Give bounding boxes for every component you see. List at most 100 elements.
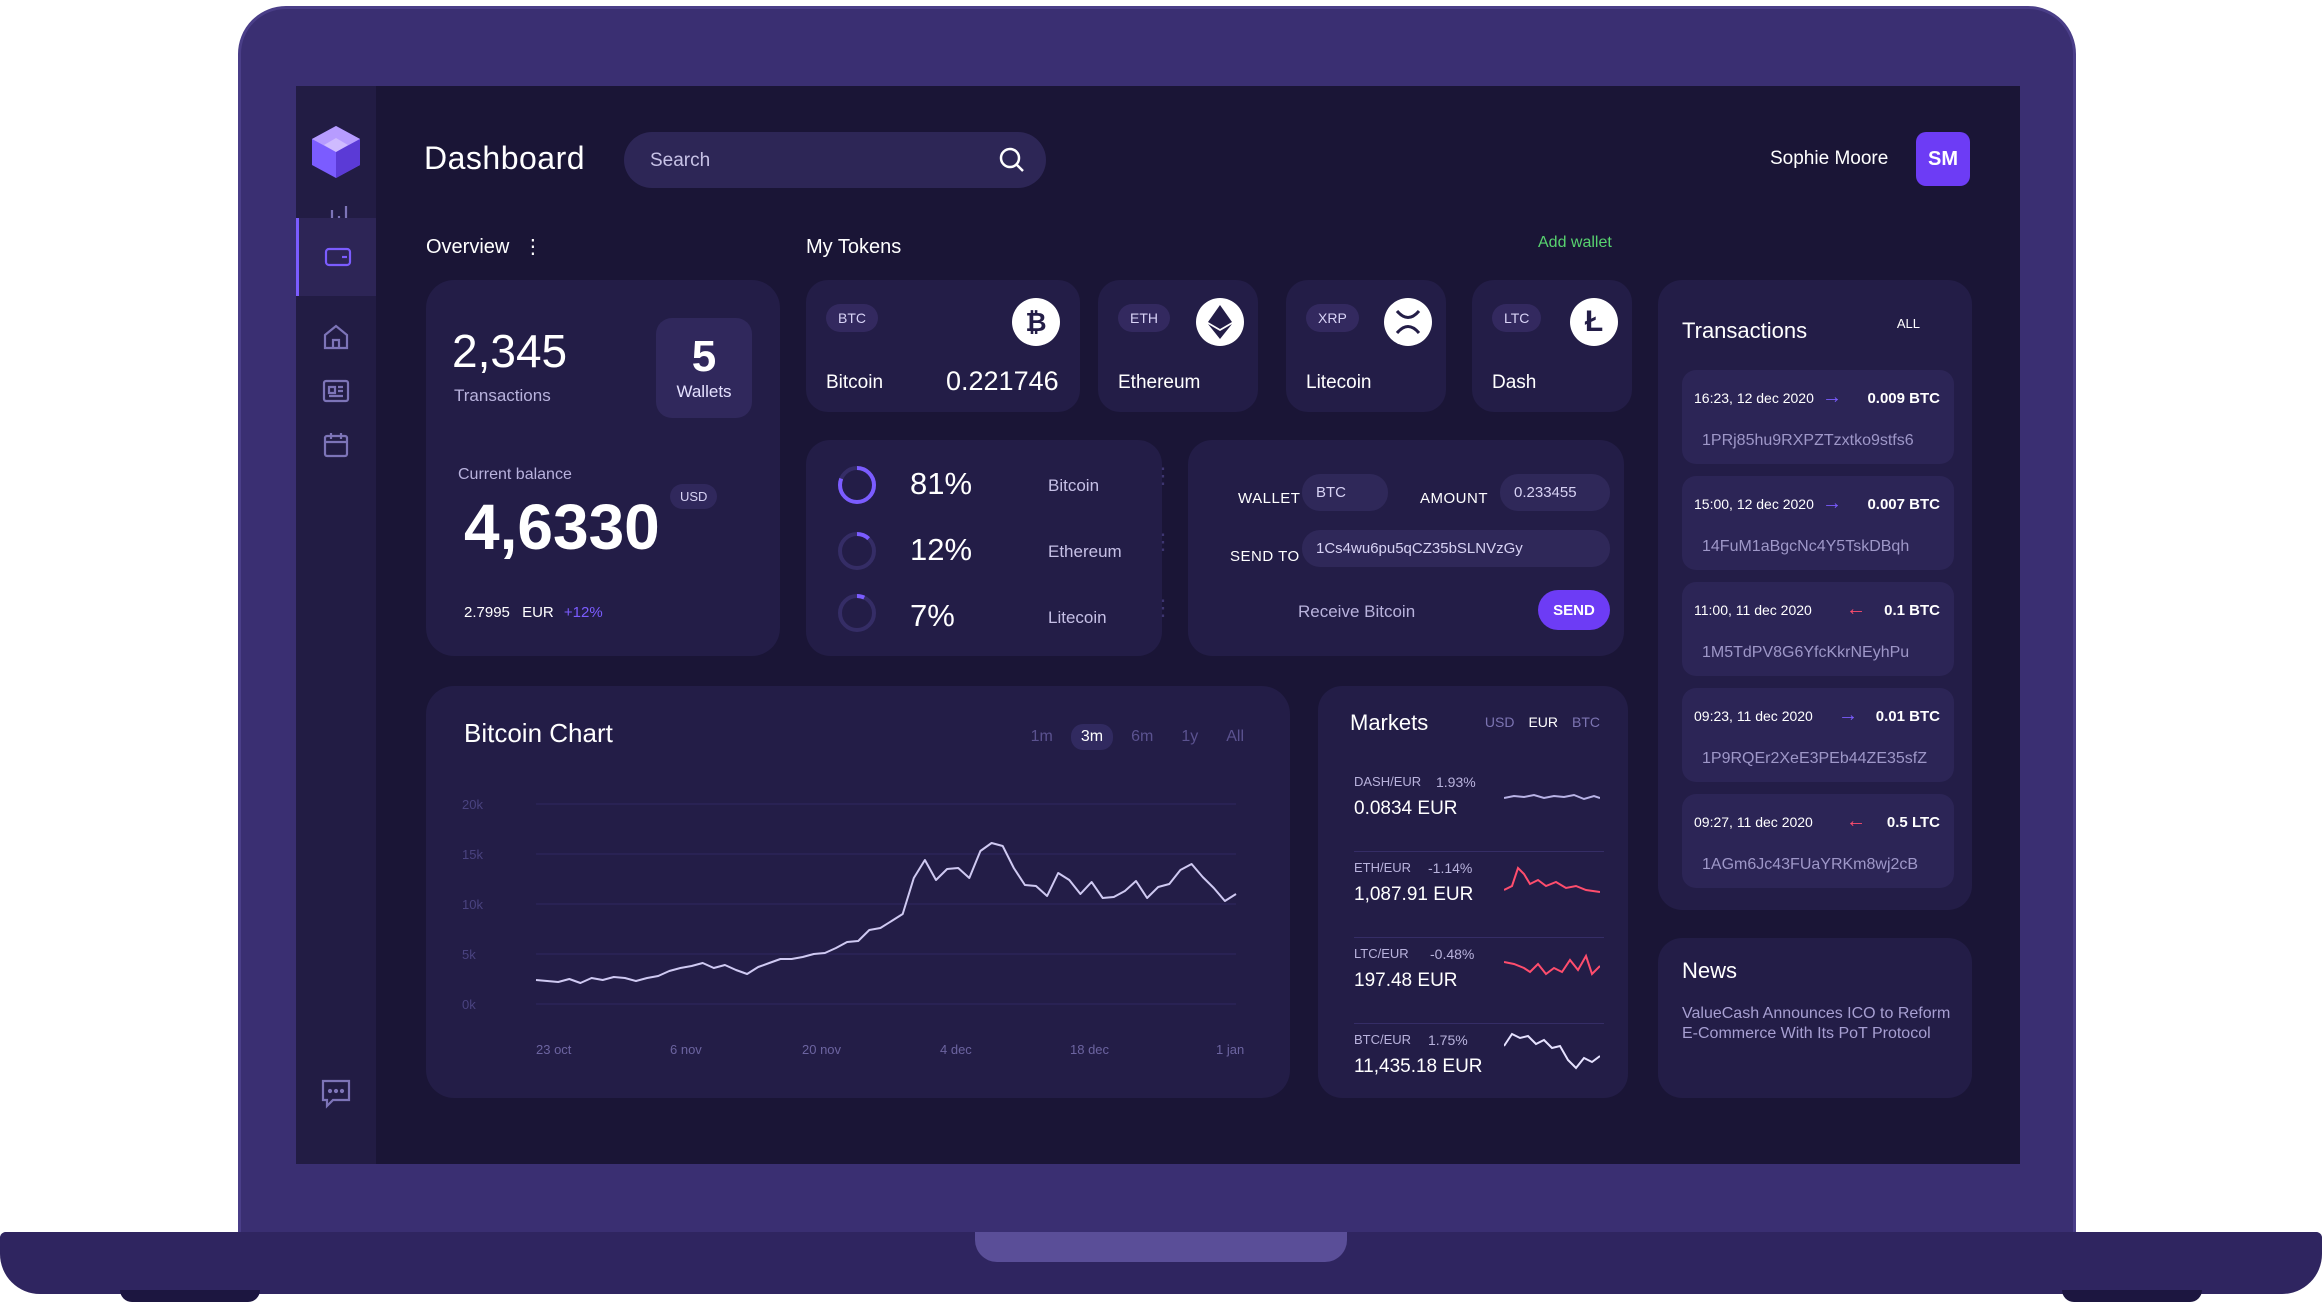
price-chart[interactable]: 20k 15k 10k 5k 0k 23 oct 6 nov 20 nov 4 dec 18 de…	[426, 686, 1290, 1098]
allocation-row[interactable]: 81% Bitcoin ⋮	[836, 460, 1174, 510]
market-row[interactable]: DASH/EUR 1.93% 0.0834 EUR	[1354, 766, 1604, 852]
amount-field[interactable]: 0.233455	[1500, 474, 1610, 511]
bitcoin-chart-card: Bitcoin Chart 1m 3m 6m 1y All 20k 15k 10k 5…	[426, 686, 1290, 1098]
market-price: 197.48 EUR	[1354, 970, 1458, 991]
market-sparkline	[1504, 1032, 1600, 1070]
allocation-row[interactable]: 7% Litecoin ⋮	[836, 592, 1174, 642]
laptop-foot	[2062, 1290, 2202, 1302]
allocation-card: 81% Bitcoin ⋮ 12% Ethereum ⋮	[806, 440, 1174, 656]
allocation-row[interactable]: 12% Ethereum ⋮	[836, 526, 1174, 576]
nav-calendar[interactable]	[296, 406, 376, 484]
nav-home[interactable]	[296, 298, 376, 376]
token-name: Bitcoin	[826, 372, 884, 393]
y-tick-label: 0k	[462, 997, 476, 1012]
transaction-address: 1AGm6Jc43FUaYRKm8wj2cB	[1702, 856, 1919, 873]
market-price: 11,435.18 EUR	[1354, 1056, 1483, 1077]
allocation-name: Bitcoin	[1048, 476, 1100, 495]
x-tick-label: 23 oct	[536, 1042, 572, 1057]
x-tick-label: 20 nov	[802, 1042, 842, 1057]
token-tag: LTC	[1492, 304, 1542, 332]
news-headline[interactable]: ValueCash Announces ICO to Reform E-Comm…	[1682, 1005, 1951, 1042]
range-btn-3m[interactable]: 3m	[1070, 724, 1114, 750]
market-pair: DASH/EUR	[1354, 774, 1422, 789]
market-row[interactable]: LTC/EUR -0.48% 197.48 EUR	[1354, 938, 1604, 1024]
wallet-label: WALLET	[1238, 490, 1301, 507]
x-tick-label: 6 nov	[670, 1042, 702, 1057]
market-row[interactable]: ETH/EUR -1.14% 1,087.91 EUR	[1354, 852, 1604, 938]
currency-badge[interactable]: USD	[670, 484, 718, 509]
wallet-select[interactable]: BTC	[1302, 474, 1388, 511]
eur-balance: 2.7995 EUR +12%	[464, 604, 603, 621]
market-tab-eur[interactable]: EUR	[1528, 714, 1558, 730]
allocation-percent: 7%	[910, 598, 955, 633]
token-card-ltc[interactable]: LTC Ł Dash	[1472, 280, 1632, 412]
wallets-count: 5	[691, 332, 717, 381]
nav-chat[interactable]	[296, 1054, 376, 1132]
y-tick-label: 5k	[462, 947, 476, 962]
y-tick-label: 15k	[462, 847, 483, 862]
transaction-item[interactable]: 11:00, 11 dec 2020 ← 0.1 BTC 1M5TdPV8G6Y…	[1682, 582, 1954, 676]
receive-bitcoin-link[interactable]: Receive Bitcoin	[1298, 602, 1416, 621]
overview-card: 2,345 Transactions 5 Wallets Current bal…	[426, 280, 780, 656]
token-value: 0.221746	[946, 366, 1059, 396]
page-title: Dashboard	[424, 140, 586, 176]
send-to-field[interactable]: 1Cs4wu6pu5qCZ35bSLNVzGy	[1302, 530, 1610, 567]
wallets-label: Wallets	[676, 382, 732, 401]
transaction-item[interactable]: 09:27, 11 dec 2020 ← 0.5 LTC 1AGm6Jc43FU…	[1682, 794, 1954, 888]
allocation-name: Ethereum	[1048, 542, 1122, 561]
y-tick-label: 10k	[462, 897, 483, 912]
nav-wallet[interactable]	[296, 218, 376, 296]
market-change: -0.48%	[1430, 946, 1475, 962]
balance-value: 4,6330	[464, 491, 660, 563]
my-tokens-label: My Tokens	[806, 236, 902, 258]
market-tab-usd[interactable]: USD	[1484, 714, 1515, 730]
add-wallet-link[interactable]: Add wallet	[1538, 234, 1612, 251]
token-card-eth[interactable]: ETH Ethereum	[1098, 280, 1258, 412]
nav-news[interactable]	[296, 352, 376, 430]
news-card[interactable]: News ValueCash Announces ICO to Reform E…	[1658, 938, 1972, 1098]
transactions-card: Transactions ALL 16:23, 12 dec 2020 → 0.…	[1658, 280, 1972, 910]
transaction-item[interactable]: 15:00, 12 dec 2020 → 0.007 BTC 14FuM1aBg…	[1682, 476, 1954, 570]
range-btn-1m[interactable]: 1m	[1030, 728, 1053, 745]
transaction-address: 14FuM1aBgcNc4Y5TskDBqh	[1702, 538, 1910, 555]
market-pair: BTC/EUR	[1354, 1032, 1412, 1047]
market-row[interactable]: BTC/EUR 1.75% 11,435.18 EUR	[1354, 1024, 1604, 1110]
transaction-item[interactable]: 16:23, 12 dec 2020 → 0.009 BTC 1PRj85hu9…	[1682, 370, 1954, 464]
transaction-amount: 0.007 BTC	[1867, 496, 1940, 513]
app-logo-icon[interactable]	[310, 124, 362, 185]
ethereum-icon	[1196, 298, 1244, 346]
search-input[interactable]: Search	[650, 150, 711, 171]
overview-label-text: Overview	[426, 236, 510, 258]
wallets-summary[interactable]: 5 Wallets	[656, 318, 752, 418]
transaction-item[interactable]: 09:23, 11 dec 2020 → 0.01 BTC 1P9RQEr2Xe…	[1682, 688, 1954, 782]
x-tick-label: 4 dec	[940, 1042, 972, 1057]
token-card-btc[interactable]: BTC ₿ Bitcoin 0.221746	[806, 280, 1080, 412]
more-vertical-icon[interactable]: ⋮	[1152, 595, 1174, 620]
more-vertical-icon[interactable]: ⋮	[1152, 529, 1174, 554]
more-vertical-icon[interactable]: ⋮	[522, 236, 543, 258]
range-btn-all[interactable]: All	[1226, 728, 1244, 745]
app-screen: Dashboard Search Sophie Moore SM Overvie…	[296, 86, 2020, 1164]
transactions-filter-all[interactable]: ALL	[1896, 316, 1920, 331]
search-bar[interactable]: Search	[624, 132, 1046, 188]
more-vertical-icon[interactable]: ⋮	[1152, 463, 1174, 488]
market-tab-btc[interactable]: BTC	[1572, 714, 1600, 730]
price-line	[535, 842, 1237, 984]
laptop-foot	[120, 1290, 260, 1302]
range-btn-6m[interactable]: 6m	[1131, 728, 1154, 745]
market-change: -1.14%	[1428, 860, 1473, 876]
transactions-count: 2,345	[452, 325, 568, 377]
allocation-name: Litecoin	[1048, 608, 1107, 627]
token-name: Litecoin	[1306, 372, 1372, 393]
send-button[interactable]: SEND	[1538, 590, 1610, 630]
news-icon	[322, 379, 350, 403]
avatar[interactable]: SM	[1916, 132, 1970, 186]
user-name[interactable]: Sophie Moore	[1770, 148, 1889, 169]
search-icon[interactable]	[996, 144, 1028, 181]
token-card-xrp[interactable]: XRP Litecoin	[1286, 280, 1446, 412]
chart-title: Bitcoin Chart	[464, 718, 613, 748]
range-btn-1y[interactable]: 1y	[1181, 728, 1199, 745]
market-sparkline	[1504, 866, 1600, 893]
arrow-left-icon: ←	[1846, 598, 1866, 620]
